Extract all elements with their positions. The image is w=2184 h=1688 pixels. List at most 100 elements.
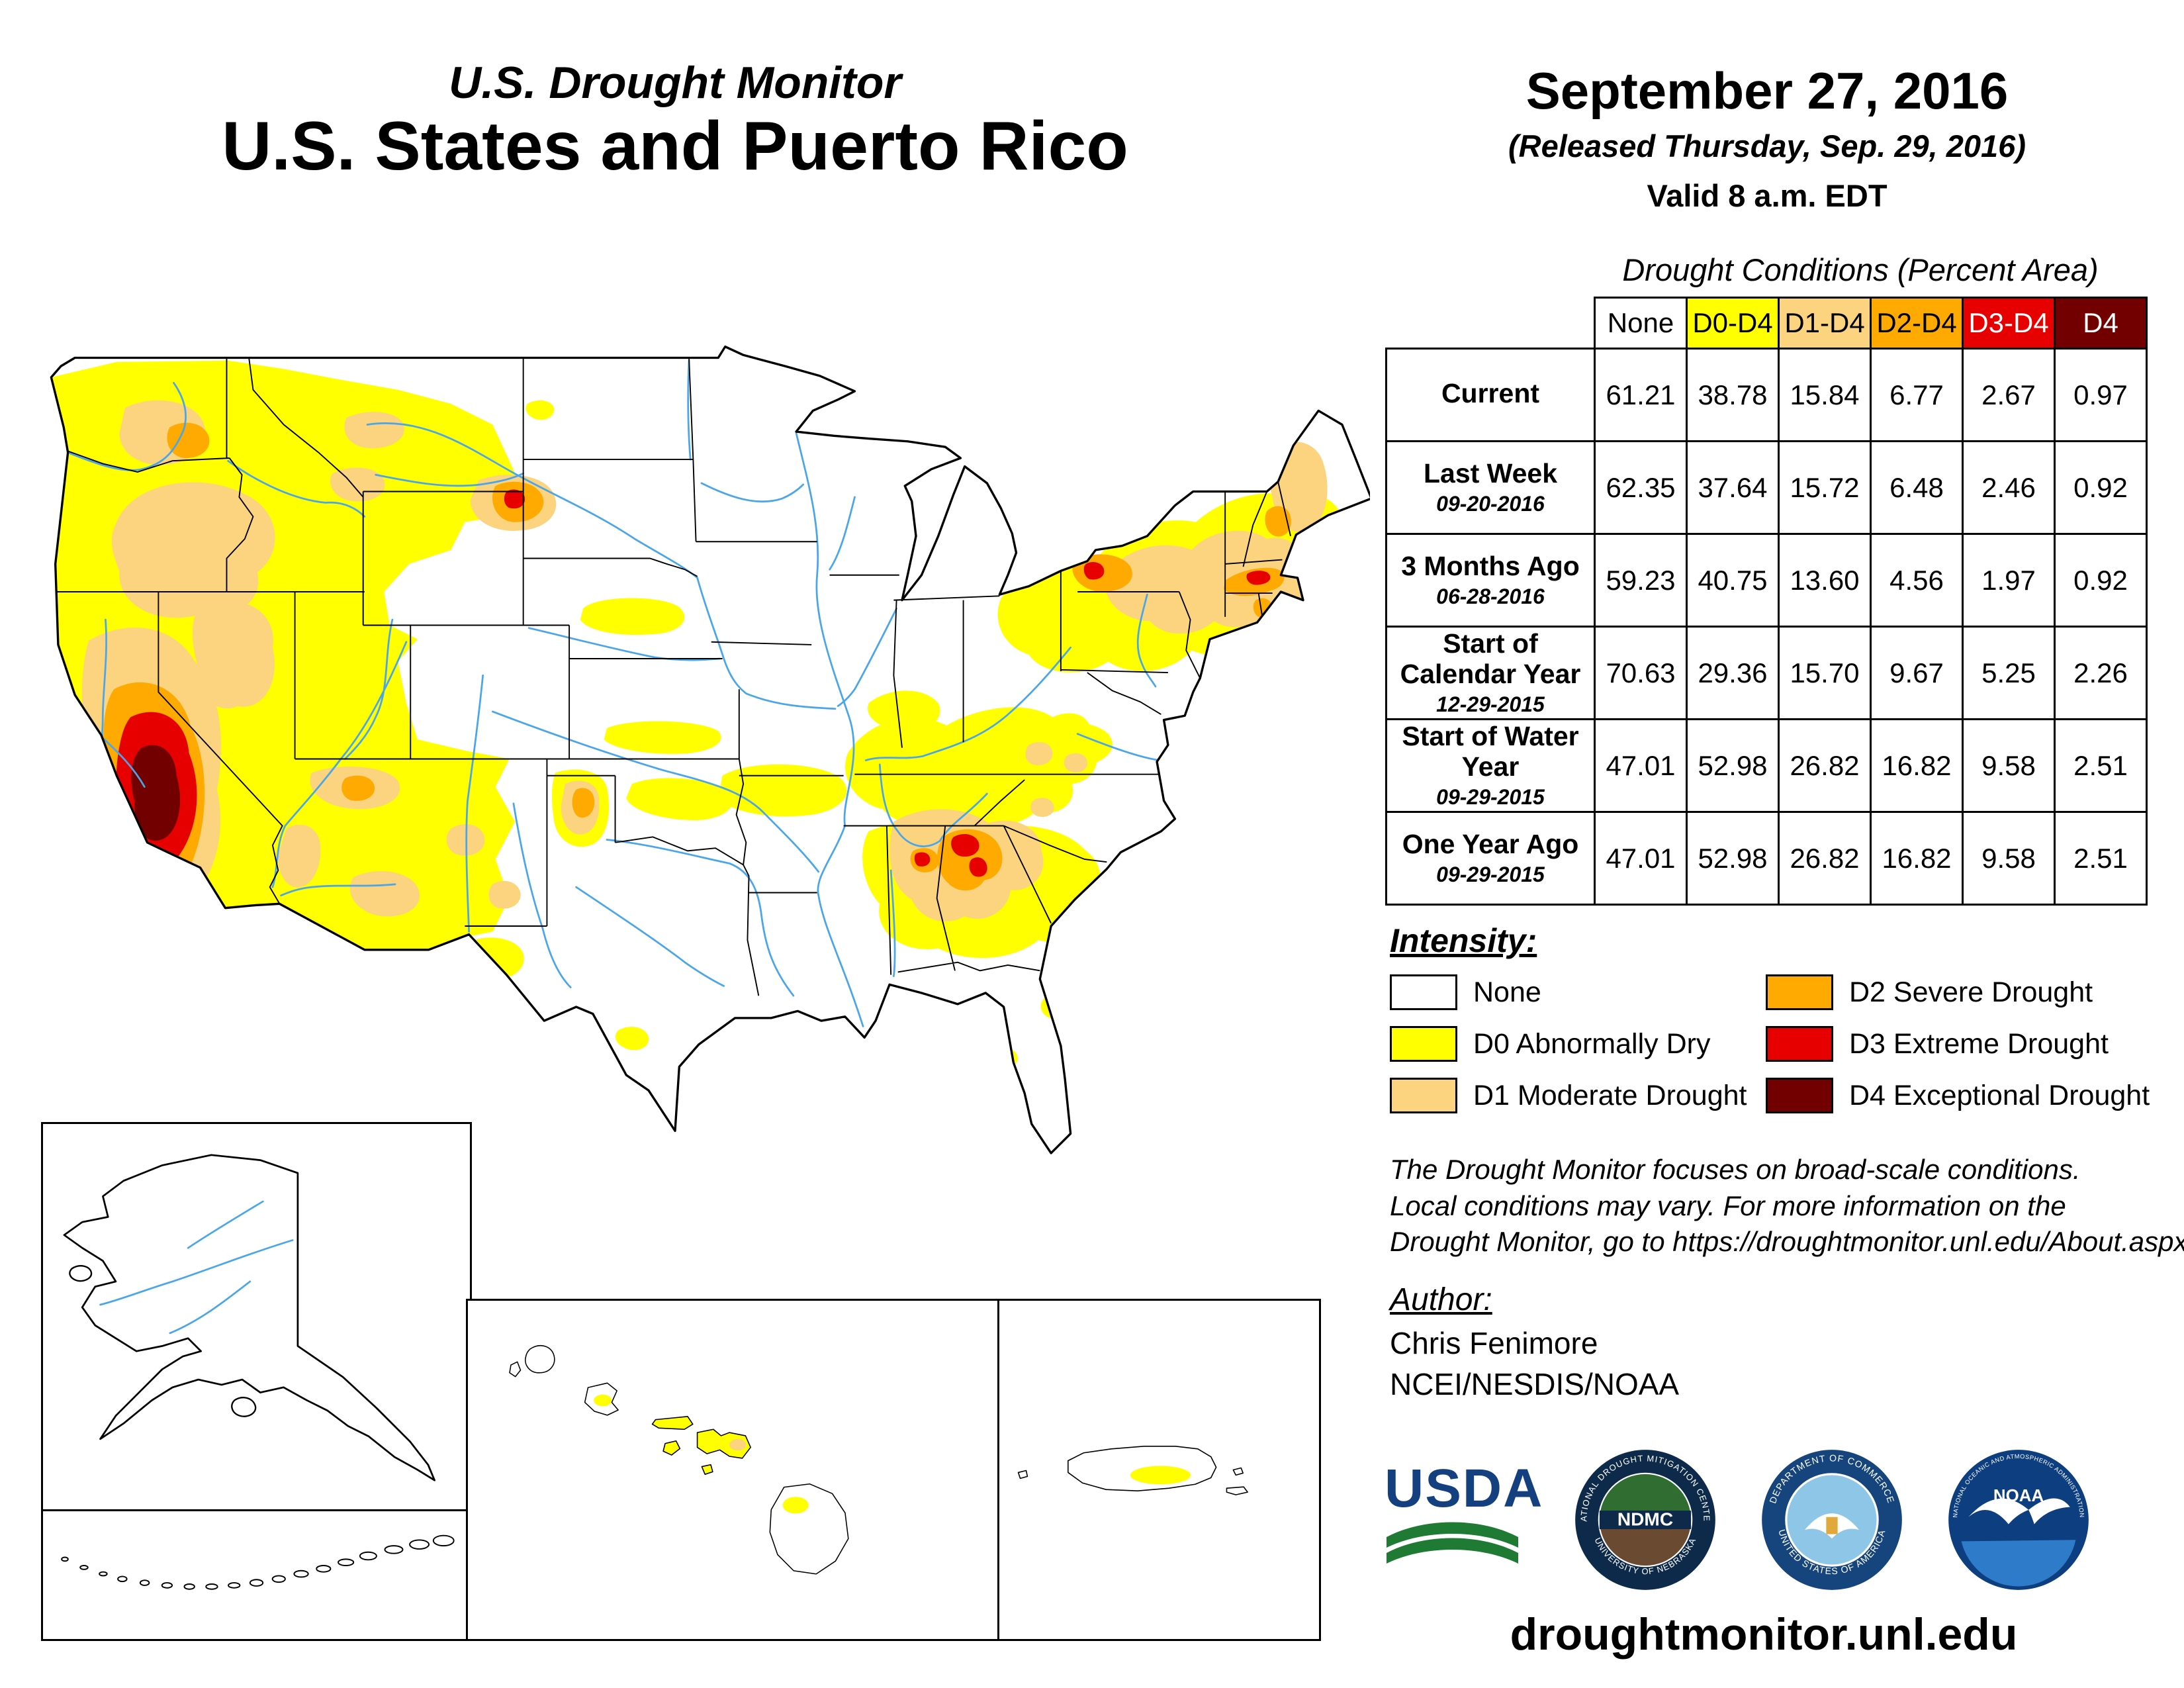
- table-cell: 52.98: [1686, 718, 1780, 813]
- table-header-row: None D0-D4 D1-D4 D2-D4 D3-D4 D4: [1387, 297, 2148, 350]
- hawaii-inset: [466, 1299, 1003, 1641]
- column-header: D1-D4: [1778, 297, 1872, 350]
- table-row: Start of Calendar Year 12-29-2015 70.63 2…: [1385, 626, 2148, 720]
- table-cell: 5.25: [1962, 626, 2056, 720]
- drought-conditions-table: None D0-D4 D1-D4 D2-D4 D3-D4 D4 Current …: [1385, 297, 2148, 906]
- table-cell: 15.70: [1778, 626, 1872, 720]
- alaska-inset: [41, 1122, 472, 1513]
- valid-time: Valid 8 a.m. EDT: [1647, 178, 1888, 213]
- table-cell: 9.58: [1962, 718, 2056, 813]
- row-label-cell: Start of Water Year 09-29-2015: [1385, 718, 1596, 813]
- aleutians-inset: [41, 1509, 472, 1641]
- table-cell: 2.26: [2054, 626, 2148, 720]
- table-cell: 0.92: [2054, 533, 2148, 628]
- legend-swatch-d4: [1766, 1078, 1833, 1113]
- usda-logo: USDA: [1385, 1458, 1544, 1569]
- ndmc-logo: NATIONAL DROUGHT MITIGATION CENTER UNIVE…: [1574, 1448, 1715, 1590]
- alaska-map: [63, 1154, 435, 1481]
- table-cell: 61.21: [1594, 348, 1688, 442]
- table-cell: 2.51: [2054, 718, 2148, 813]
- author-heading: Author:: [1390, 1282, 1492, 1317]
- table-cell: 6.77: [1870, 348, 1964, 442]
- table-cell: 13.60: [1778, 533, 1872, 628]
- legend-item-d3: D3 Extreme Drought: [1766, 1026, 2109, 1062]
- report-supertitle: U.S. Drought Monitor: [449, 58, 901, 108]
- legend-swatch-d1: [1390, 1078, 1457, 1113]
- row-label-cell: Start of Calendar Year 12-29-2015: [1385, 626, 1596, 720]
- disclaimer-text: The Drought Monitor focuses on broad-sca…: [1390, 1154, 2184, 1258]
- usda-logo-text: USDA: [1385, 1458, 1544, 1519]
- us-outline: [50, 345, 1370, 1154]
- released-date: (Released Thursday, Sep. 29, 2016): [1508, 128, 2026, 164]
- table-cell: 16.82: [1870, 718, 1964, 813]
- conus-map: [50, 345, 1370, 1154]
- ndmc-logo-text: NDMC: [1617, 1509, 1673, 1530]
- legend-swatch-d2: [1766, 974, 1833, 1010]
- table-cell: 0.92: [2054, 440, 2148, 535]
- table-row: 3 Months Ago 06-28-2016 59.23 40.75 13.60…: [1385, 533, 2148, 628]
- row-label-cell: 3 Months Ago 06-28-2016: [1385, 533, 1596, 628]
- puerto-rico-inset: [997, 1299, 1321, 1641]
- table-cell: 2.51: [2054, 811, 2148, 906]
- table-cell: 2.67: [1962, 348, 2056, 442]
- table-cell: 37.64: [1686, 440, 1780, 535]
- legend-item-d4: D4 Exceptional Drought: [1766, 1078, 2150, 1113]
- legend-swatch-d0: [1390, 1026, 1457, 1062]
- column-header: None: [1594, 297, 1688, 350]
- table-cell: 26.82: [1778, 718, 1872, 813]
- table-cell: 26.82: [1778, 811, 1872, 906]
- table-cell: 15.72: [1778, 440, 1872, 535]
- rivers: [67, 359, 1161, 1027]
- table-cell: 4.56: [1870, 533, 1964, 628]
- table-cell: 15.84: [1778, 348, 1872, 442]
- drought-layer-d4: [131, 745, 181, 841]
- table-cell: 62.35: [1594, 440, 1688, 535]
- column-header: D2-D4: [1870, 297, 1964, 350]
- puerto-rico-map: [1017, 1446, 1248, 1495]
- table-row: Last Week 09-20-2016 62.35 37.64 15.72 6.…: [1385, 440, 2148, 535]
- table-row: Start of Water Year 09-29-2015 47.01 52.9…: [1385, 718, 2148, 813]
- author-name: Chris Fenimore: [1390, 1326, 1598, 1360]
- noaa-logo: NATIONAL OCEANIC AND ATMOSPHERIC ADMINIS…: [1948, 1450, 2089, 1590]
- corner-cell: [1387, 298, 1595, 349]
- aleutians-map: [61, 1534, 455, 1590]
- map-date: September 27, 2016: [1525, 62, 2009, 120]
- noaa-gull-icon: [1968, 1498, 2029, 1524]
- table-cell: 38.78: [1686, 348, 1780, 442]
- table-cell: 6.48: [1870, 440, 1964, 535]
- table-cell: 70.63: [1594, 626, 1688, 720]
- table-row: Current 61.21 38.78 15.84 6.77 2.67 0.97: [1385, 348, 2148, 442]
- table-row: One Year Ago 09-29-2015 47.01 52.98 26.82…: [1385, 811, 2148, 906]
- legend-title: Intensity:: [1390, 922, 1537, 959]
- table-cell: 47.01: [1594, 811, 1688, 906]
- row-label-cell: Current: [1385, 348, 1596, 442]
- table-cell: 52.98: [1686, 811, 1780, 906]
- table-cell: 16.82: [1870, 811, 1964, 906]
- table-cell: 1.97: [1962, 533, 2056, 628]
- legend-item-d0: D0 Abnormally Dry: [1390, 1026, 1710, 1062]
- site-url: droughtmonitor.unl.edu: [1510, 1609, 2018, 1660]
- row-label-cell: Last Week 09-20-2016: [1385, 440, 1596, 535]
- table-cell: 40.75: [1686, 533, 1780, 628]
- table-cell: 47.01: [1594, 718, 1688, 813]
- column-header: D4: [2054, 297, 2148, 350]
- table-cell: 0.97: [2054, 348, 2148, 442]
- column-header: D0-D4: [1686, 297, 1780, 350]
- page-title: U.S. States and Puerto Rico: [222, 108, 1128, 185]
- table-cell: 29.36: [1686, 626, 1780, 720]
- doc-logo: DEPARTMENT OF COMMERCE UNITED STATES OF …: [1762, 1450, 1902, 1590]
- noaa-logo-text: NOAA: [1993, 1487, 2044, 1505]
- table-title: Drought Conditions (Percent Area): [1622, 252, 2099, 287]
- legend-swatch-d3: [1766, 1026, 1833, 1062]
- hawaii-map: [509, 1345, 849, 1575]
- legend-item-none: None: [1390, 974, 1541, 1010]
- legend-item-d2: D2 Severe Drought: [1766, 974, 2093, 1010]
- table-cell: 9.58: [1962, 811, 2056, 906]
- date-block: September 27, 2016 (Released Thursday, S…: [1396, 61, 2138, 214]
- table-cell: 9.67: [1870, 626, 1964, 720]
- usda-swoosh-icon: [1387, 1522, 1518, 1564]
- state-borders: [56, 357, 1291, 996]
- table-cell: 59.23: [1594, 533, 1688, 628]
- column-header: D3-D4: [1962, 297, 2056, 350]
- legend-item-d1: D1 Moderate Drought: [1390, 1078, 1747, 1113]
